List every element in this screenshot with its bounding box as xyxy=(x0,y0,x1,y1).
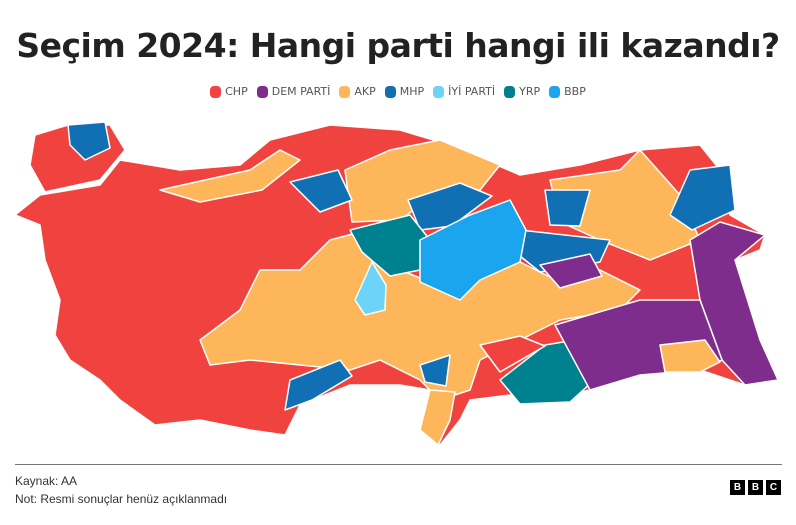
region-bbp-sivas xyxy=(419,199,527,301)
region-akp-southeast xyxy=(659,339,721,373)
chart-title: Seçim 2024: Hangi parti hangi ili kazand… xyxy=(16,26,780,65)
legend-item-yrp: YRP xyxy=(504,85,540,98)
legend-item-akp: AKP xyxy=(339,85,376,98)
region-chp-maras xyxy=(479,335,546,373)
legend-label: AKP xyxy=(354,85,376,98)
region-akp-north xyxy=(344,139,501,223)
legend-item-dem: DEM PARTİ xyxy=(256,85,331,98)
region-akp-central xyxy=(199,231,641,401)
region-akp-hatay xyxy=(419,389,456,446)
legend-label: BBP xyxy=(564,85,586,98)
region-mhp-karaman xyxy=(284,359,353,411)
legend-swatch xyxy=(210,85,222,98)
legend-swatch xyxy=(549,85,561,98)
legend: CHP DEM PARTİ AKP MHP İYİ PARTİ YRP BBP xyxy=(0,85,796,98)
legend-item-chp: CHP xyxy=(210,85,248,98)
legend-item-mhp: MHP xyxy=(384,85,425,98)
region-mhp-osmaniye xyxy=(419,354,451,387)
legend-swatch xyxy=(504,85,516,98)
region-iyi xyxy=(354,261,387,316)
region-mhp-kars xyxy=(669,164,736,231)
legend-swatch xyxy=(256,85,268,98)
region-akp-marmara xyxy=(159,149,301,203)
region-mhp-kirklareli xyxy=(67,121,111,161)
region-dem-tunceli xyxy=(539,253,603,289)
legend-item-iyi: İYİ PARTİ xyxy=(433,85,495,98)
legend-label: YRP xyxy=(519,85,541,98)
note-text: Not: Resmi sonuçlar henüz açıklanmadı xyxy=(15,492,228,506)
region-mhp-blacksea xyxy=(544,189,591,227)
region-mhp-north xyxy=(289,169,353,213)
legend-swatch xyxy=(433,85,445,98)
legend-item-bbp: BBP xyxy=(549,85,586,98)
divider xyxy=(15,464,782,465)
legend-label: İYİ PARTİ xyxy=(448,85,496,98)
legend-swatch xyxy=(384,85,396,98)
turkey-province-map xyxy=(14,121,779,446)
legend-label: DEM PARTİ xyxy=(271,85,331,98)
legend-swatch xyxy=(339,85,351,98)
legend-label: CHP xyxy=(225,85,248,98)
source-text: Kaynak: AA xyxy=(15,474,78,488)
legend-label: MHP xyxy=(399,85,425,98)
